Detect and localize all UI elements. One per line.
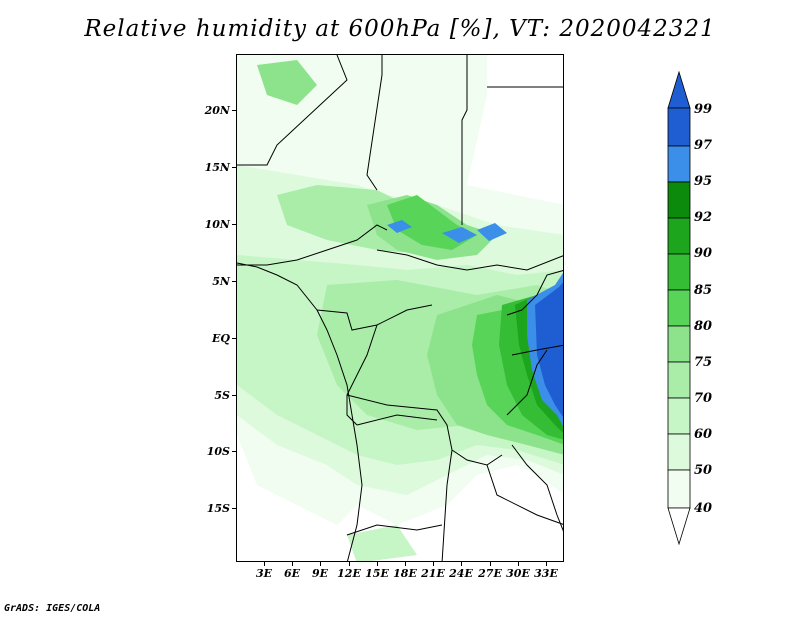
lat-label: 5N	[212, 275, 230, 288]
lat-tick	[232, 395, 236, 396]
lon-label: 12E	[337, 567, 361, 580]
lon-tick	[433, 562, 434, 566]
rh-green-nw-patch	[257, 60, 317, 105]
colorbar-label: 40	[694, 501, 713, 516]
map-panel[interactable]	[236, 54, 564, 562]
lat-label: 15S	[206, 502, 230, 515]
border-line	[511, 344, 563, 356]
lon-label: 9E	[311, 567, 329, 580]
rh-south-green	[347, 525, 417, 561]
lon-tick	[405, 562, 406, 566]
lon-tick	[377, 562, 378, 566]
lon-tick	[349, 562, 350, 566]
border-line	[366, 55, 383, 191]
map-field	[237, 55, 563, 561]
border-line	[237, 55, 348, 166]
lon-label: 21E	[421, 567, 445, 580]
colorbar-label: 60	[694, 427, 713, 442]
colorbar-top-arrow	[667, 70, 691, 109]
rh-north-blue-patches	[387, 220, 507, 243]
border-line	[346, 394, 503, 466]
border-line	[461, 55, 468, 225]
colorbar-swatch-70	[667, 361, 691, 399]
border-line	[237, 224, 388, 266]
colorbar	[667, 70, 691, 546]
lat-tick	[232, 281, 236, 282]
border-line	[441, 449, 453, 561]
colorbar-swatch-80	[667, 289, 691, 327]
lat-tick	[232, 338, 236, 339]
lon-label: 18E	[393, 567, 417, 580]
lat-label: 20N	[204, 104, 230, 117]
border-line	[486, 464, 563, 525]
colorbar-bottom-arrow	[667, 507, 691, 546]
lat-tick	[232, 451, 236, 452]
colorbar-label: 92	[694, 210, 713, 225]
lon-tick	[518, 562, 519, 566]
lat-tick	[232, 167, 236, 168]
colorbar-label: 90	[694, 246, 713, 261]
lat-tick	[232, 224, 236, 225]
colorbar-label: 80	[694, 319, 713, 334]
humidity-field	[237, 55, 563, 561]
colorbar-swatch-97	[667, 107, 691, 147]
border-line	[346, 524, 443, 536]
border-line	[511, 444, 563, 532]
lon-label: 33E	[534, 567, 558, 580]
colorbar-swatch-95	[667, 145, 691, 183]
lon-label: 30E	[506, 567, 530, 580]
lon-label: 3E	[255, 567, 273, 580]
colorbar-label: 85	[694, 283, 713, 298]
lat-tick	[232, 508, 236, 509]
lon-tick	[292, 562, 293, 566]
colorbar-swatch-60	[667, 397, 691, 435]
border-line	[506, 270, 563, 316]
lon-tick	[264, 562, 265, 566]
border-line	[506, 349, 548, 416]
country-borders	[237, 55, 563, 561]
lon-tick	[461, 562, 462, 566]
lon-label: 24E	[449, 567, 473, 580]
colorbar-label: 99	[694, 102, 713, 117]
lat-label: EQ	[212, 332, 230, 345]
colorbar-swatch-90	[667, 217, 691, 255]
lon-tick	[320, 562, 321, 566]
lat-tick	[232, 110, 236, 111]
colorbar-label: 95	[694, 174, 713, 189]
lat-label: 10S	[206, 445, 230, 458]
colorbar-label: 75	[694, 355, 713, 370]
colorbar-label: 50	[694, 463, 713, 478]
colorbar-swatch-85	[667, 253, 691, 291]
border-line	[316, 304, 433, 331]
lat-label: 5S	[214, 389, 230, 402]
colorbar-swatch-75	[667, 325, 691, 363]
colorbar-swatch-92	[667, 181, 691, 219]
lat-label: 15N	[204, 161, 230, 174]
lat-label: 10N	[204, 218, 230, 231]
lon-label: 6E	[283, 567, 301, 580]
colorbar-label: 97	[694, 138, 713, 153]
lon-tick	[546, 562, 547, 566]
chart-title: Relative humidity at 600hPa [%], VT: 202…	[84, 16, 716, 42]
border-line	[356, 414, 438, 426]
colorbar-swatch-50	[667, 433, 691, 471]
colorbar-swatch-40	[667, 469, 691, 509]
lon-label: 27E	[478, 567, 502, 580]
colorbar-label: 70	[694, 391, 713, 406]
credit-text: GrADS: IGES/COLA	[4, 603, 101, 614]
lon-tick	[490, 562, 491, 566]
lon-label: 15E	[365, 567, 389, 580]
coastline	[237, 262, 363, 561]
rh-above-97	[535, 282, 563, 417]
border-line	[376, 249, 563, 271]
